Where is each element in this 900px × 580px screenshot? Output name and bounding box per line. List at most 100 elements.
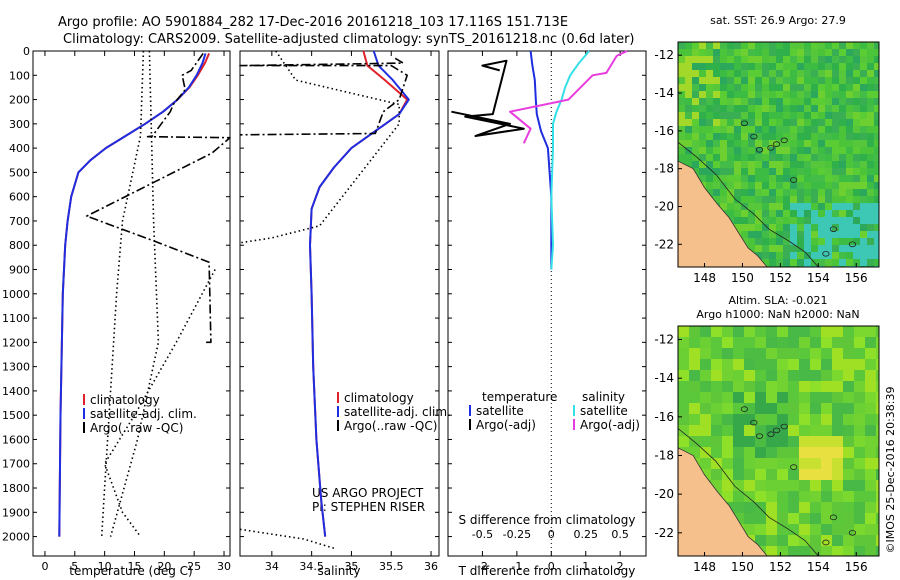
alt-map-cell	[821, 524, 832, 535]
alt-map-cell	[843, 436, 854, 447]
sst-map-cell	[783, 224, 790, 231]
alt-map-cell	[733, 392, 744, 403]
sst-map-cell	[783, 175, 790, 182]
sst-map-cell	[860, 210, 867, 217]
sst-map-cell	[748, 70, 755, 77]
sst-map-cell	[755, 63, 762, 70]
alt-map-cell	[854, 348, 865, 359]
sst-map-cell	[741, 91, 748, 98]
alt-map-cell	[678, 436, 689, 447]
alt-map-cell	[722, 348, 733, 359]
sst-map-cell	[699, 112, 706, 119]
sst-map-cell	[776, 126, 783, 133]
sst-map-cell	[797, 70, 804, 77]
depth-tick-label: 1200	[2, 336, 30, 349]
sst-map-cell	[874, 112, 879, 119]
alt-map-cell	[777, 524, 788, 535]
sst-map-cell	[797, 154, 804, 161]
sst-map-cell	[860, 126, 867, 133]
sst-map-cell	[755, 98, 762, 105]
sst-map-cell	[797, 182, 804, 189]
sst-map-cell	[818, 56, 825, 63]
sst-map-cell	[874, 63, 879, 70]
sst-map-cell	[692, 126, 699, 133]
sst-map-cell	[811, 112, 818, 119]
sst-map-cell	[874, 168, 879, 175]
sst-map-cell	[846, 217, 853, 224]
alt-map-cell	[821, 436, 832, 447]
sst-map-cell	[853, 98, 860, 105]
sst-map-cell	[811, 91, 818, 98]
alt-map-cell	[711, 447, 722, 458]
alt-map-cell	[711, 480, 722, 491]
sst-map-cell	[860, 77, 867, 84]
alt-map-cell	[678, 392, 689, 403]
depth-tick-label: 200	[9, 94, 30, 107]
alt-map-cell	[843, 326, 854, 337]
sst-map-cell	[846, 238, 853, 245]
alt-map-cell	[821, 392, 832, 403]
sst-map-cell	[790, 238, 797, 245]
sst-map-cell	[846, 210, 853, 217]
sst-map-cell	[706, 56, 713, 63]
sst-map-cell	[741, 77, 748, 84]
sst-map-cell	[874, 203, 879, 210]
sst-map-cell	[727, 175, 734, 182]
sst-map-cell	[790, 196, 797, 203]
sst-map-cell	[825, 259, 832, 266]
sst-map-cell	[706, 161, 713, 168]
sst-map-cell	[867, 42, 874, 49]
sst-map-cell	[797, 119, 804, 126]
sst-map-cell	[762, 112, 769, 119]
sst-map-cell	[790, 147, 797, 154]
sst-map-cell	[818, 217, 825, 224]
sst-map-cell	[706, 133, 713, 140]
sst-map-cell	[804, 203, 811, 210]
salinity-series-argo-dotted-bottom	[239, 528, 336, 550]
sst-map-cell	[748, 84, 755, 91]
sst-map-cell	[811, 70, 818, 77]
difference-series-t-argo	[451, 59, 525, 137]
sst-map-cell	[846, 98, 853, 105]
alt-map-cell	[788, 491, 799, 502]
sst-map-cell	[832, 49, 839, 56]
difference-xtick-label: -1	[511, 560, 522, 573]
sst-map-cell	[825, 175, 832, 182]
sst-map-cell	[762, 119, 769, 126]
alt-map-cell	[744, 326, 755, 337]
alt-map-cell	[766, 491, 777, 502]
credit-pi: PI: STEPHEN RISER	[312, 500, 425, 514]
alt-map-cell	[755, 513, 766, 524]
alt-map-cell	[821, 447, 832, 458]
sst-map-cell	[762, 84, 769, 91]
sst-map-cell	[867, 84, 874, 91]
sst-map-cell	[699, 133, 706, 140]
alt-map-cell	[744, 414, 755, 425]
sst-map-cell	[811, 252, 818, 259]
alt-map-cell	[700, 359, 711, 370]
sst-map-cell	[825, 161, 832, 168]
sst-map-cell	[699, 154, 706, 161]
sst-map-cell	[825, 238, 832, 245]
alt-map-field	[678, 326, 879, 556]
sst-map-cell	[804, 182, 811, 189]
sst-map-cell	[755, 161, 762, 168]
sst-map-cell	[748, 147, 755, 154]
sst-map-cell	[755, 105, 762, 112]
sst-map-cell	[776, 231, 783, 238]
sst-map-cell	[678, 63, 685, 70]
sst-map-cell	[776, 147, 783, 154]
depth-tick-label: 300	[9, 118, 30, 131]
sst-map-cell	[741, 224, 748, 231]
sst-map-cell	[727, 203, 734, 210]
sst-map-cell	[769, 252, 776, 259]
sst-map-cell	[790, 119, 797, 126]
sst-map-cell	[783, 189, 790, 196]
alt-map-cell	[777, 458, 788, 469]
sst-map-cell	[797, 238, 804, 245]
sst-map-cell	[713, 91, 720, 98]
sst-map-cell	[853, 182, 860, 189]
diff-legend-0-label: temperature	[482, 390, 557, 404]
sst-map-cell	[811, 147, 818, 154]
